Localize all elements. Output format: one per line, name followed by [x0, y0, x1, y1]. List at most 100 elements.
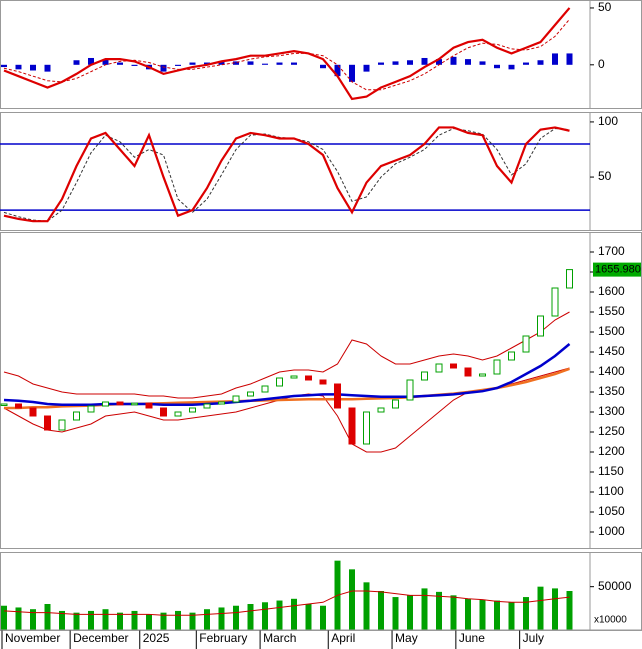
- bar: [73, 612, 80, 630]
- y-tick-label: 50: [598, 169, 612, 183]
- bar: [233, 61, 239, 65]
- y-tick-label: 1300: [598, 404, 625, 418]
- bar: [378, 62, 384, 65]
- bar: [305, 604, 312, 630]
- bar: [146, 614, 152, 630]
- candle: [305, 375, 312, 381]
- candle: [203, 403, 211, 409]
- candle: [58, 419, 66, 431]
- bar: [320, 64, 326, 69]
- bar: [131, 610, 138, 630]
- y-tick-label: 1550: [598, 304, 625, 318]
- bar: [102, 59, 109, 65]
- candle: [435, 363, 443, 373]
- y-tick-label: 100: [598, 114, 618, 128]
- candle: [15, 403, 22, 409]
- y-tick-label: 0: [598, 57, 605, 71]
- bar: [334, 64, 341, 77]
- line: [3, 311, 570, 399]
- bar: [523, 597, 529, 630]
- y-tick-label: 1700: [598, 244, 625, 258]
- candle: [174, 411, 182, 417]
- candle: [160, 407, 167, 417]
- line: [3, 19, 570, 91]
- candle: [551, 287, 559, 317]
- bar: [262, 63, 268, 65]
- bar: [291, 62, 297, 65]
- candle: [232, 395, 240, 403]
- candle: [276, 377, 283, 387]
- bar: [131, 64, 138, 66]
- bar: [30, 64, 36, 71]
- bar: [59, 610, 65, 630]
- y-tick-label: 50: [598, 0, 612, 14]
- last-price-box: [593, 262, 641, 277]
- line: [3, 590, 570, 616]
- y-tick-label: 1350: [598, 384, 625, 398]
- x-tick-label: November: [5, 631, 60, 645]
- line: [3, 128, 570, 222]
- bar: [160, 612, 167, 630]
- y-tick-label: 1600: [598, 284, 625, 298]
- bar: [117, 62, 123, 65]
- bar: [407, 595, 413, 630]
- bar: [276, 600, 283, 630]
- bar: [450, 56, 457, 65]
- panel-frame: [0, 232, 642, 549]
- bar: [349, 569, 355, 630]
- candle: [29, 407, 37, 417]
- y-tick-label: 1450: [598, 344, 625, 358]
- panel-frame: [0, 112, 642, 231]
- x-tick-label: 2025: [143, 631, 170, 645]
- bar: [450, 595, 457, 630]
- y-tick-label: 1000: [598, 524, 625, 538]
- bar: [247, 604, 254, 630]
- bar: [88, 610, 94, 630]
- candle: [348, 407, 356, 445]
- line: [3, 343, 571, 407]
- bar: [494, 64, 500, 69]
- candle: [377, 407, 385, 413]
- candle: [290, 375, 298, 379]
- candle: [116, 401, 124, 406]
- candle: [334, 383, 341, 409]
- bar: [15, 64, 22, 70]
- bar: [189, 62, 196, 65]
- bar: [117, 612, 123, 630]
- bar: [218, 607, 225, 630]
- bar: [218, 61, 225, 65]
- x-tick-label: May: [395, 631, 418, 645]
- candle: [450, 363, 457, 369]
- candle: [0, 403, 8, 406]
- bar: [523, 62, 529, 65]
- bar: [392, 597, 399, 630]
- candle: [102, 401, 109, 407]
- y-tick-label: 1200: [598, 444, 625, 458]
- bar: [320, 605, 326, 630]
- candle: [87, 405, 95, 413]
- bar: [378, 591, 384, 630]
- bar: [363, 582, 370, 630]
- bar: [15, 607, 22, 630]
- y-tick-label: 1500: [598, 324, 625, 338]
- bar: [479, 61, 486, 65]
- candle: [363, 411, 370, 445]
- bar: [160, 64, 167, 72]
- bar: [349, 64, 355, 82]
- y-tick-label: 1250: [598, 424, 625, 438]
- bar: [102, 609, 109, 630]
- candle: [479, 373, 486, 377]
- bar: [291, 598, 297, 630]
- candle: [131, 402, 138, 406]
- bar: [465, 598, 471, 630]
- candle: [508, 351, 515, 361]
- line: [3, 7, 571, 101]
- bar: [421, 588, 428, 630]
- bar: [44, 64, 51, 72]
- bar: [537, 60, 544, 65]
- bar: [552, 53, 558, 65]
- candle: [421, 371, 428, 381]
- candle: [392, 399, 399, 409]
- candle: [44, 415, 51, 431]
- bar: [566, 53, 573, 65]
